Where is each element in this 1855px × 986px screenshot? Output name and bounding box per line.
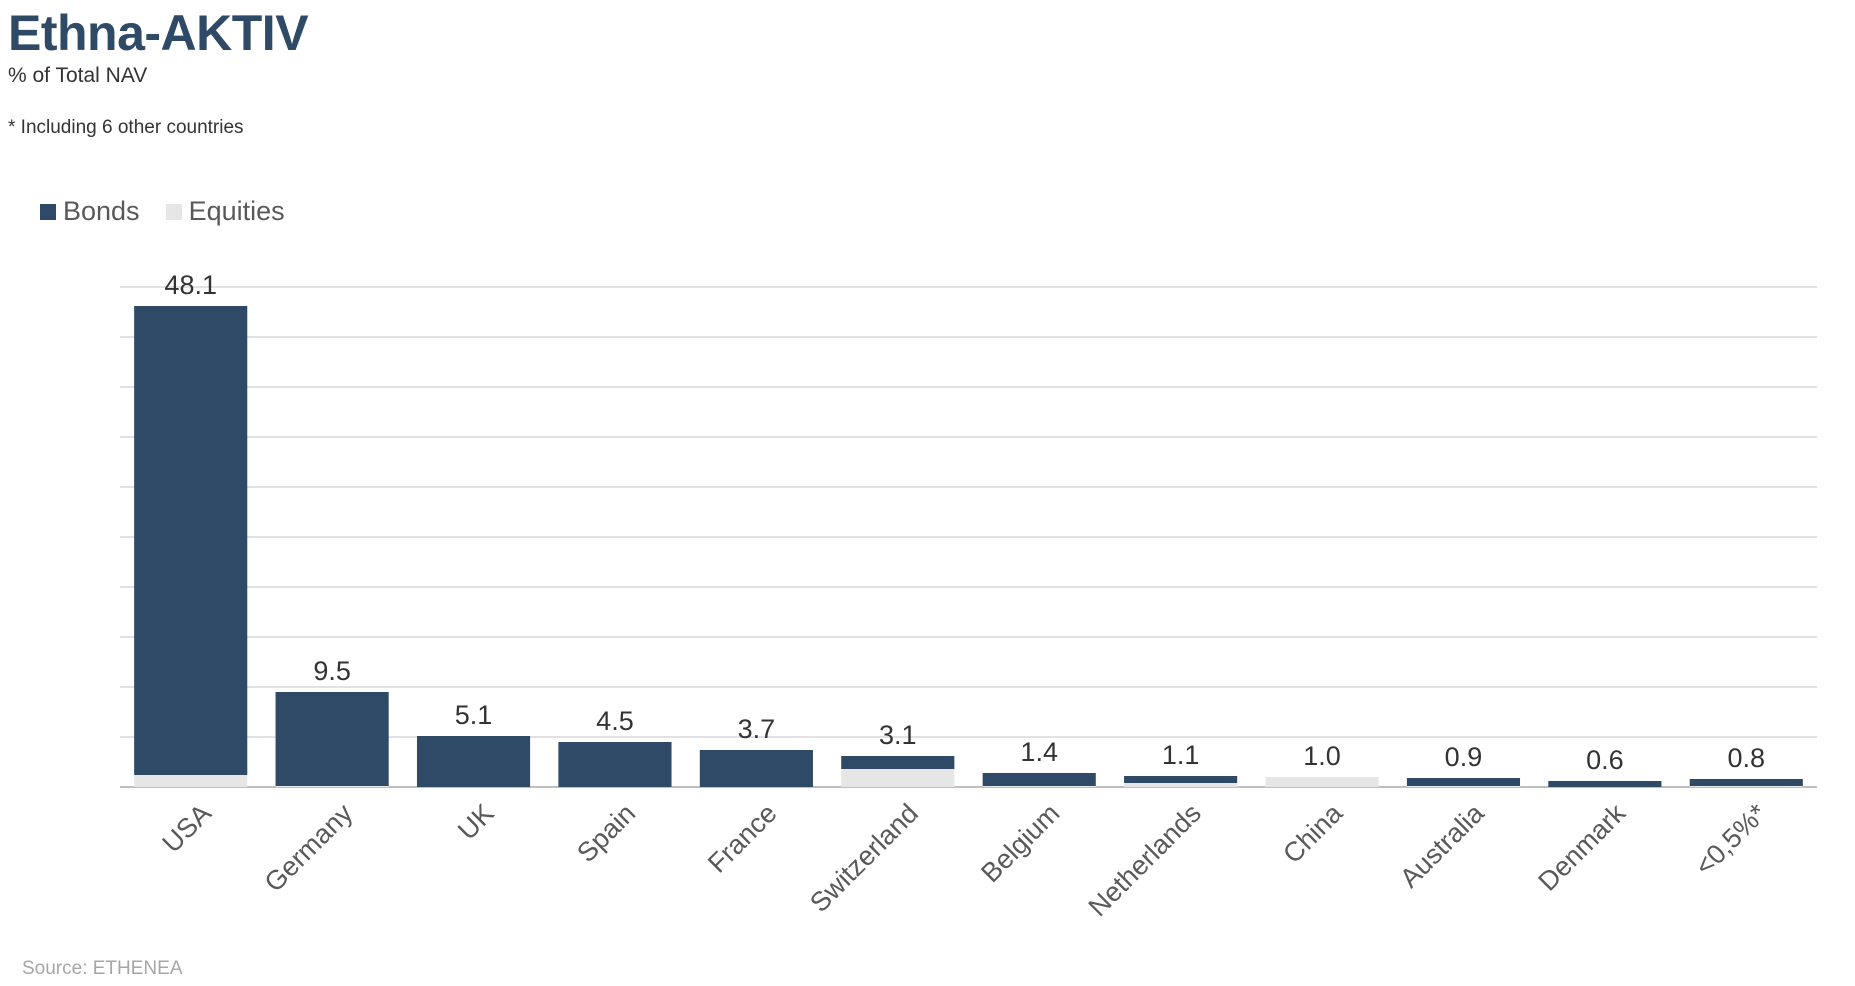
bar-equities (1406, 786, 1521, 787)
legend-item-equities: Equities (165, 196, 285, 227)
x-tick-label: Denmark (1532, 798, 1631, 897)
legend: Bonds Equities (40, 196, 311, 227)
x-tick-label: France (702, 798, 783, 879)
bar-equities (982, 786, 1096, 787)
value-label: 1.4 (1020, 737, 1058, 767)
value-label: 0.9 (1445, 742, 1483, 772)
x-tick-label: Germany (259, 798, 359, 898)
bar-bonds (699, 750, 813, 787)
source-note: Source: ETHENEA (22, 958, 183, 979)
bar-equities (1124, 783, 1238, 787)
bar-bonds (416, 736, 531, 787)
value-label: 4.5 (596, 706, 634, 736)
bar-equities (275, 786, 389, 787)
bar-bonds (1124, 776, 1238, 783)
value-label: 3.1 (879, 720, 917, 750)
bar-equities (841, 769, 955, 787)
x-tick-label: Belgium (975, 798, 1065, 888)
value-label: 48.1 (164, 270, 217, 300)
legend-label-bonds: Bonds (63, 196, 140, 226)
x-tick-label: Spain (571, 798, 641, 868)
legend-label-equities: Equities (188, 196, 285, 226)
chart-title: Ethna-AKTIV (8, 5, 309, 61)
x-tick-label: Australia (1394, 797, 1490, 893)
gridlines (120, 286, 1817, 788)
x-tick-label: USA (156, 798, 216, 858)
bar-bonds (275, 692, 389, 786)
bar-bonds (134, 306, 248, 775)
x-tick-label: <0,5%* (1689, 798, 1773, 882)
bar-equities (134, 775, 248, 787)
legend-swatch-equities (165, 203, 182, 220)
x-tick-labels: USA Germany UK Spain France Switzerland Belgiu… (156, 797, 1772, 922)
value-label: 3.7 (738, 714, 776, 744)
bar-bonds (1406, 778, 1521, 786)
legend-item-bonds: Bonds (40, 196, 140, 227)
legend-swatch-bonds (40, 203, 56, 220)
x-tick-label: Netherlands (1083, 798, 1207, 922)
bar-bonds (1548, 781, 1662, 787)
bar-bonds (841, 756, 955, 769)
bar-bonds (1689, 779, 1803, 786)
bars (134, 306, 1803, 787)
chart-subtitle: % of Total NAV (8, 64, 148, 87)
value-label: 0.6 (1586, 745, 1624, 775)
bar-equities (1689, 786, 1803, 787)
value-label: 0.8 (1728, 743, 1766, 773)
value-label: 1.1 (1162, 740, 1200, 770)
bar-bonds (558, 742, 672, 787)
value-labels: 48.1 9.5 5.1 4.5 3.7 3.1 1.4 1.1 1.0 0.9 0.6 0.8 (164, 270, 1765, 775)
x-tick-label: China (1277, 797, 1349, 869)
value-label: 5.1 (455, 700, 493, 730)
value-label: 9.5 (313, 656, 351, 686)
bar-equities (1265, 777, 1379, 787)
chart-footnote: * Including 6 other countries (8, 117, 244, 138)
bar-bonds (982, 773, 1096, 786)
x-tick-label: Switzerland (804, 798, 924, 918)
value-label: 1.0 (1303, 741, 1341, 771)
x-tick-label: UK (452, 798, 500, 846)
